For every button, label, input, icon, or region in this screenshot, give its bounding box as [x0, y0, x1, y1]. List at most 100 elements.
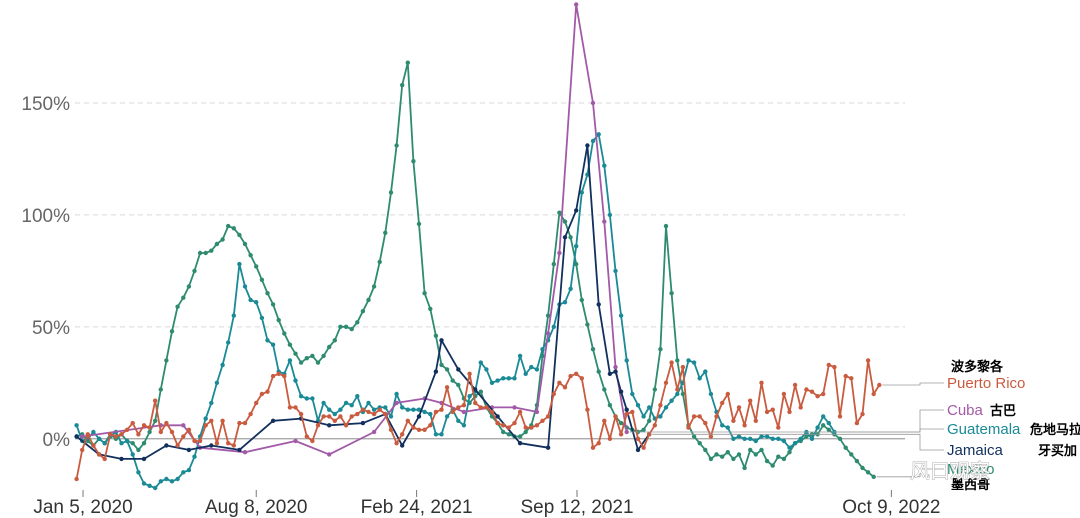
data-point-mexico [669, 291, 674, 296]
data-point-jamaica [141, 456, 147, 462]
data-point-puerto-rico [652, 423, 657, 428]
data-point-mexico [214, 241, 220, 247]
data-point-guatemala [467, 394, 472, 399]
data-point-guatemala [147, 483, 152, 488]
data-point-puerto-rico [400, 432, 405, 437]
data-point-mexico [478, 389, 483, 394]
data-point-jamaica [360, 420, 366, 426]
data-point-puerto-rico [355, 411, 360, 417]
data-point-guatemala [270, 342, 276, 347]
data-point-mexico [186, 284, 192, 289]
data-point-jamaica [473, 387, 478, 392]
data-point-puerto-rico [164, 420, 169, 426]
data-point-puerto-rico [332, 418, 337, 423]
data-point-mexico [321, 353, 326, 359]
data-point-puerto-rico [209, 418, 214, 423]
data-point-mexico [360, 309, 366, 314]
data-point-guatemala [697, 376, 702, 381]
data-point-puerto-rico [304, 434, 309, 439]
data-point-guatemala [787, 445, 792, 450]
data-point-puerto-rico [113, 434, 119, 439]
data-point-mexico [736, 452, 742, 457]
data-point-mexico [192, 268, 197, 274]
data-point-guatemala [102, 441, 107, 446]
data-point-puerto-rico [377, 407, 382, 412]
data-point-puerto-rico [506, 425, 511, 430]
data-point-jamaica [439, 338, 444, 343]
data-point-guatemala [686, 358, 691, 363]
data-point-guatemala [226, 340, 231, 345]
data-point-guatemala [798, 436, 803, 441]
data-point-guatemala [400, 405, 405, 410]
data-point-mexico [147, 429, 152, 435]
data-point-mexico [590, 347, 596, 352]
data-point-mexico [647, 418, 652, 423]
data-point-mexico [203, 250, 208, 256]
data-point-mexico [568, 235, 573, 240]
data-point-guatemala [265, 338, 270, 343]
data-point-puerto-rico [473, 400, 478, 406]
data-point-guatemala [708, 391, 714, 397]
data-point-mexico [641, 427, 646, 432]
data-point-mexico [854, 458, 860, 464]
data-point-guatemala [119, 441, 124, 446]
data-point-cuba [557, 250, 562, 256]
data-point-mexico [596, 369, 601, 374]
data-point-guatemala [192, 454, 197, 459]
data-point-puerto-rico [787, 409, 792, 415]
x-tick-label: Sep 12, 2021 [520, 497, 633, 518]
data-point-guatemala [647, 405, 652, 410]
data-point-guatemala [574, 244, 579, 249]
legend-leader-guatemala [837, 428, 944, 433]
data-point-puerto-rico [680, 364, 686, 370]
data-point-mexico [444, 367, 450, 372]
data-point-guatemala [298, 394, 304, 399]
data-point-puerto-rico [192, 438, 197, 444]
data-point-puerto-rico [478, 405, 483, 410]
y-tick-label: 0% [43, 430, 71, 451]
data-point-mexico [169, 329, 175, 334]
data-point-puerto-rico [411, 425, 416, 430]
data-point-cuba [371, 429, 377, 435]
data-point-guatemala [624, 358, 629, 363]
data-point-mexico [175, 304, 180, 309]
data-point-puerto-rico [624, 411, 629, 417]
legend-label-cn-cuba: 古巴 [990, 403, 1016, 419]
data-point-puerto-rico [686, 425, 691, 430]
data-point-puerto-rico [338, 414, 343, 419]
data-point-guatemala [169, 479, 175, 484]
series-cuba [80, 2, 629, 457]
data-point-cuba [293, 438, 298, 444]
data-point-mexico [130, 441, 135, 446]
data-point-guatemala [736, 434, 742, 439]
data-point-mexico [231, 226, 236, 231]
data-point-guatemala [663, 405, 669, 410]
y-tick-label: 150% [21, 94, 70, 115]
data-point-puerto-rico [394, 441, 399, 446]
data-point-puerto-rico [315, 423, 321, 428]
data-point-mexico [270, 302, 276, 307]
data-point-mexico [708, 456, 714, 462]
data-point-guatemala [321, 400, 326, 406]
data-point-guatemala [405, 407, 410, 412]
data-point-mexico [422, 291, 427, 296]
data-point-guatemala [506, 376, 511, 381]
data-point-mexico [405, 60, 410, 65]
legend-label-jamaica: Jamaica [947, 442, 1004, 459]
data-point-guatemala [602, 163, 607, 168]
data-point-puerto-rico [523, 425, 528, 430]
data-point-guatemala [422, 409, 427, 415]
data-point-guatemala [310, 396, 315, 401]
data-point-puerto-rico [590, 445, 596, 450]
data-point-jamaica [119, 456, 124, 462]
data-point-jamaica [635, 447, 641, 453]
data-point-puerto-rico [85, 432, 91, 437]
data-point-guatemala [439, 432, 444, 437]
data-point-jamaica [517, 441, 523, 446]
data-point-mexico [248, 253, 253, 258]
data-point-guatemala [444, 414, 450, 419]
data-point-puerto-rico [821, 391, 826, 397]
series-guatemala [74, 132, 837, 491]
data-point-puerto-rico [298, 411, 304, 417]
